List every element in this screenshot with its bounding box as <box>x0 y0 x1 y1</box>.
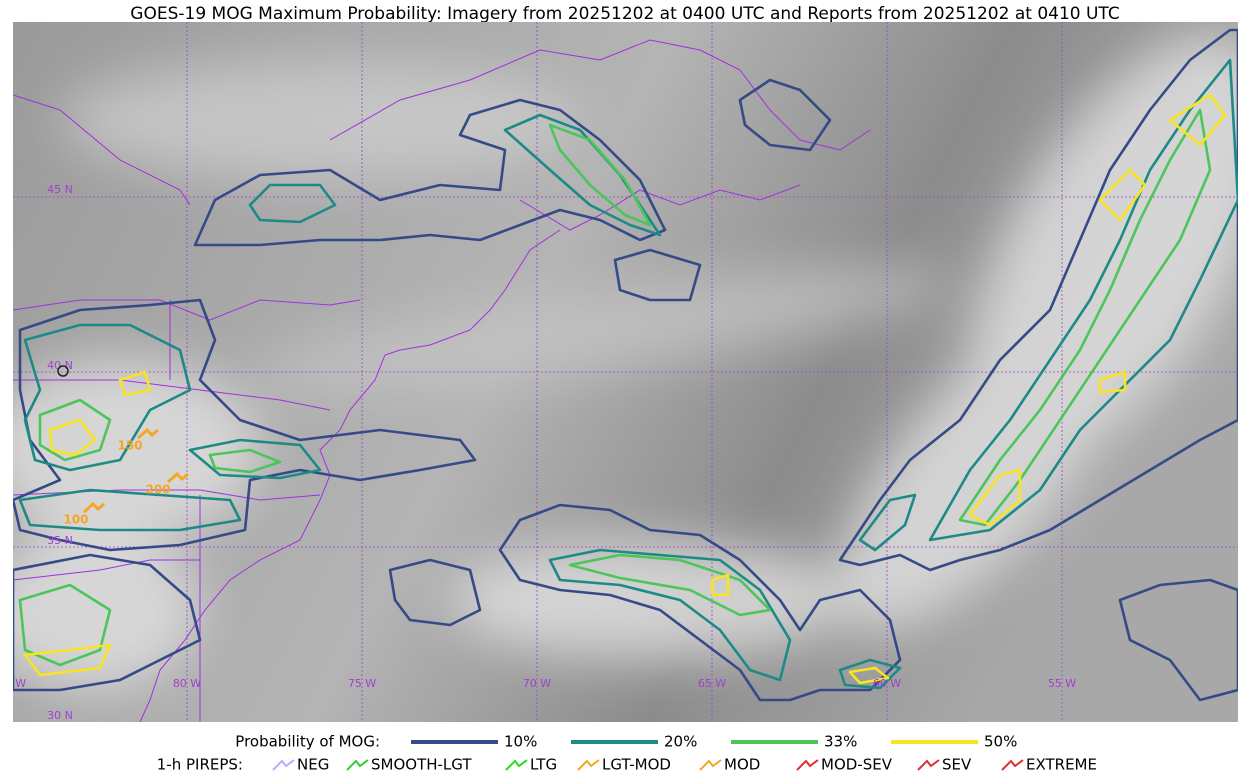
legend-icon <box>699 759 722 771</box>
lon-label: 80 W <box>173 677 201 690</box>
contour <box>928 58 1238 542</box>
legend-icon <box>272 759 295 771</box>
lat-label: 35 N <box>47 534 73 547</box>
pirep-label: 200 <box>145 483 170 497</box>
lat-label: 30 N <box>47 709 73 722</box>
lon-label: 75 W <box>348 677 376 690</box>
lat-label: 40 N <box>47 359 73 372</box>
legend-label: SMOOTH-LGT <box>371 756 472 774</box>
legend-icon <box>1001 759 1024 771</box>
contour <box>503 113 662 237</box>
contour <box>710 573 730 597</box>
contour <box>858 493 917 552</box>
contour <box>38 398 112 462</box>
legend-label: MOD-SEV <box>821 756 893 774</box>
legend-label: EXTREME <box>1026 756 1097 774</box>
lat-label: 45 N <box>47 183 73 196</box>
legend-label: 20% <box>664 733 697 751</box>
contour <box>13 553 202 692</box>
contour <box>1098 370 1127 394</box>
legend-label: NEG <box>297 756 329 774</box>
contour <box>208 448 282 474</box>
contour <box>548 123 652 227</box>
title: GOES-19 MOG Maximum Probability: Imagery… <box>130 4 1119 24</box>
lon-label: 65 W <box>698 677 726 690</box>
contour <box>838 28 1238 572</box>
graticule <box>13 22 1238 722</box>
legend-title: Probability of MOG: <box>235 733 380 751</box>
contour <box>568 553 772 617</box>
pirep-label: 150 <box>117 439 142 453</box>
contour <box>613 248 702 302</box>
contour <box>1098 168 1147 222</box>
legend-label: 33% <box>824 733 857 751</box>
legend-title: 1-h PIREPS: <box>157 756 243 774</box>
legend-icon <box>917 759 940 771</box>
contour <box>23 643 112 677</box>
pirep-label: 0 <box>0 514 8 528</box>
legend-icon <box>577 759 600 771</box>
cloud-bands <box>13 35 1238 690</box>
contour <box>18 583 112 667</box>
contours <box>13 28 1238 702</box>
contour <box>188 438 322 480</box>
contour <box>848 666 890 685</box>
contour <box>48 418 97 457</box>
contour <box>118 370 152 397</box>
legend-label: MOD <box>724 756 760 774</box>
legend-label: 10% <box>504 733 537 751</box>
lon-label: 70 W <box>523 677 551 690</box>
pirep-label: 100 <box>63 513 88 527</box>
contour <box>248 183 337 224</box>
legend-label: 50% <box>984 733 1017 751</box>
contour <box>13 298 477 552</box>
lon-label: 55 W <box>1048 677 1076 690</box>
contour <box>1168 93 1227 147</box>
contour <box>388 558 482 627</box>
contour <box>968 468 1022 527</box>
pireps: 150 200 100 0 <box>0 365 189 528</box>
contour <box>1118 578 1238 702</box>
contour <box>548 548 792 682</box>
legend: Probability of MOG: 10% 20% 33% 50% 1-h PIREP… <box>157 733 1097 774</box>
legend-label: LGT-MOD <box>602 756 671 774</box>
contour <box>18 488 242 532</box>
graticule-labels: 45 N 40 N 35 N 30 N 85 W 80 W 75 W 70 W 65 W 60 W… <box>0 183 1076 722</box>
legend-label: SEV <box>942 756 972 774</box>
contour <box>193 98 667 247</box>
contour <box>738 78 832 152</box>
legend-label: LTG <box>530 756 557 774</box>
legend-icon <box>346 759 369 771</box>
legend-icon <box>505 759 528 771</box>
contour <box>838 658 902 690</box>
lon-label: 60 W <box>873 677 901 690</box>
lon-label: 85 W <box>0 677 26 690</box>
coastlines <box>13 39 871 722</box>
map: 45 N 40 N 35 N 30 N 85 W 80 W 75 W 70 W 65 W 60 W… <box>0 22 1238 722</box>
legend-icon <box>796 759 819 771</box>
contour <box>23 323 192 472</box>
